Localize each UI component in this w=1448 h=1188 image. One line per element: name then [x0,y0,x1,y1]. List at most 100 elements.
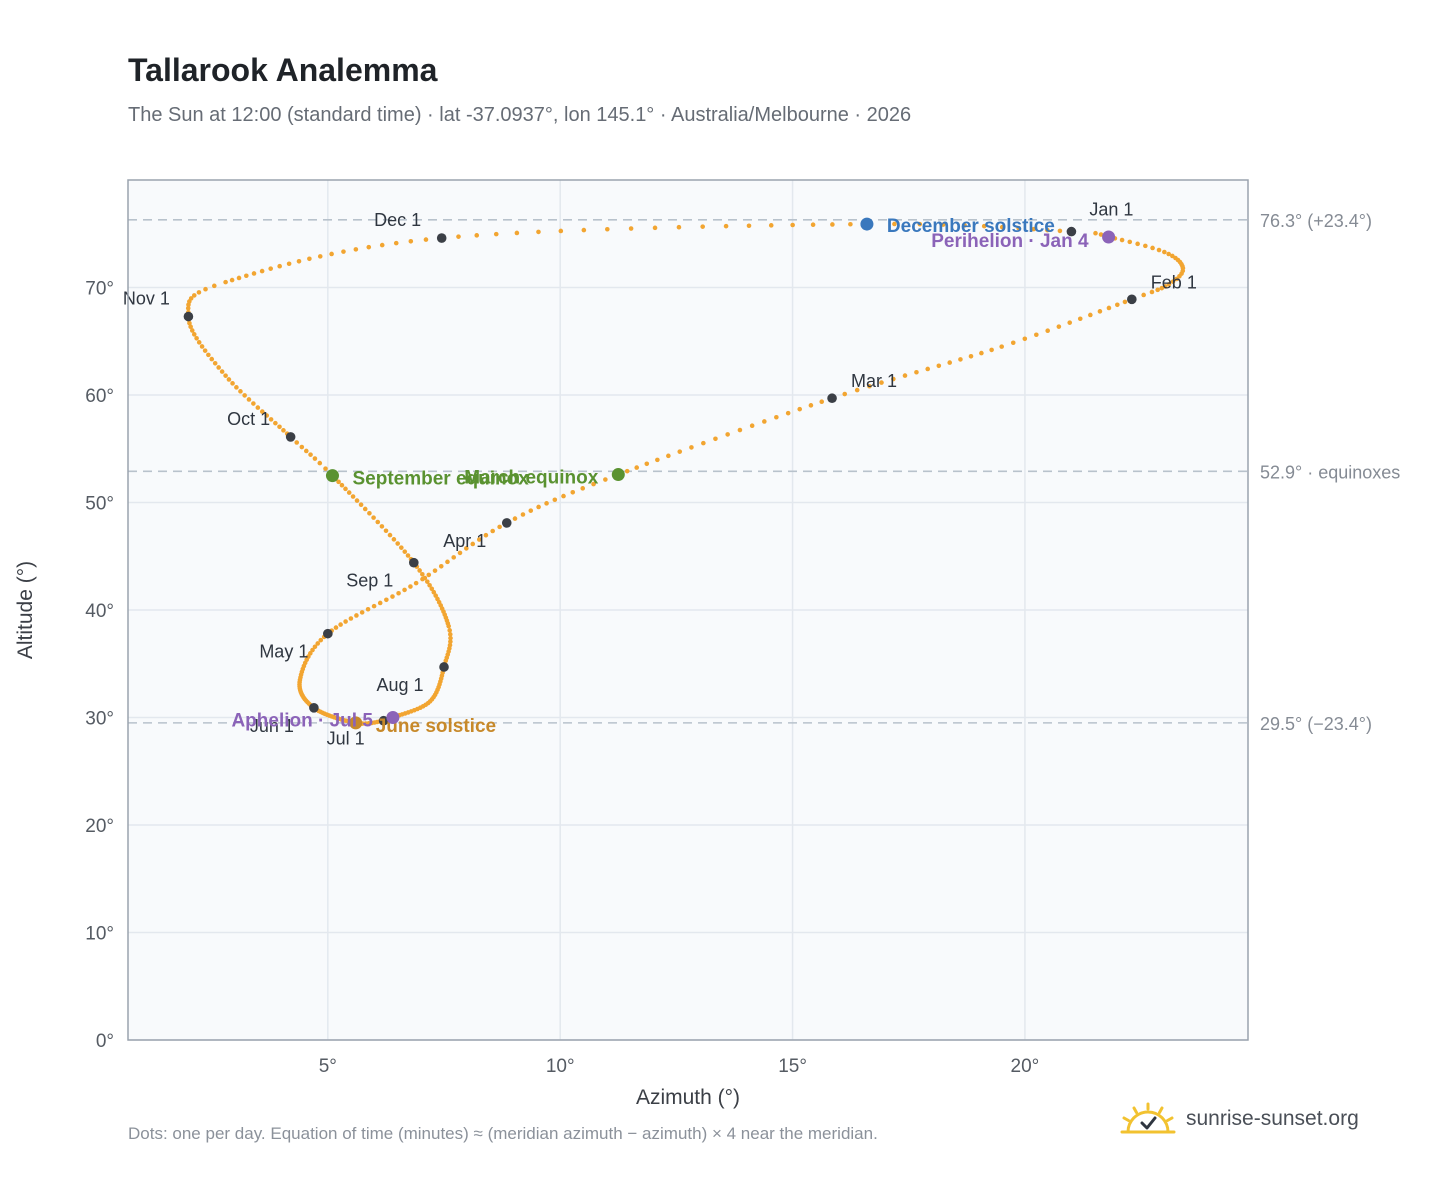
footnote: Dots: one per day. Equation of time (min… [128,1124,878,1143]
daily-sun-dot [395,541,400,546]
daily-sun-dot [830,222,835,227]
daily-sun-dot [188,296,194,301]
daily-sun-dot [1174,276,1179,282]
daily-sun-dot [383,528,389,534]
daily-sun-dot [246,397,252,402]
daily-sun-dot [259,268,265,274]
reference-lines: 76.3° (+23.4°) 52.9° · equinoxes 29.5° (−2… [128,211,1400,734]
daily-sun-dot [448,639,453,644]
daily-sun-dot [423,237,429,242]
daily-sun-dot [979,350,984,356]
daily-sun-dot [422,575,428,581]
daily-sun-dot [1143,243,1148,249]
daily-sun-dot [209,356,215,362]
daily-sun-dot [358,502,364,508]
daily-sun-dot [892,221,897,227]
daily-sun-dot [1159,285,1165,291]
daily-sun-dot [666,453,671,459]
daily-sun-dot [768,223,774,228]
daily-sun-dot [219,369,225,374]
daily-sun-dot [570,490,576,495]
daily-sun-dot [432,568,438,573]
month-marker [1127,294,1137,305]
daily-sun-dot [1115,302,1120,308]
daily-sun-dot [268,417,274,422]
daily-sun-dot [493,231,499,237]
daily-sun-dot [879,380,884,385]
daily-sun-dot [315,641,321,646]
daily-sun-dot [917,221,923,227]
daily-sun-dot [317,460,323,466]
daily-sun-dot [677,449,683,454]
month-marker [436,233,447,243]
event-marker [349,716,363,730]
daily-sun-dot [848,221,853,227]
daily-sun-dot [371,603,377,609]
daily-sun-dot [350,494,356,499]
month-marker-label: Mar 1 [851,371,897,391]
month-markers: Jan 1 Feb 1 Mar 1 Apr 1 May 1 Jun 1 Jul 1 Aug 1… [123,200,1197,749]
daily-sun-dot [379,524,385,529]
daily-sun-dot [628,226,634,231]
daily-sun-dot [429,586,435,592]
y-tick-label: 10° [85,924,114,945]
daily-sun-dot [296,258,302,264]
month-marker-label: Apr 1 [443,531,486,551]
daily-sun-dot [354,613,359,618]
daily-sun-dot [558,228,564,234]
y-axis-label: Altitude (°) [14,561,37,659]
daily-sun-dot [1149,289,1155,295]
daily-sun-dot [317,254,323,259]
daily-sun-dot [536,504,541,510]
daily-sun-dot [1067,320,1073,325]
sun-logo-icon [1120,1102,1176,1134]
daily-sun-dot [329,251,334,257]
daily-sun-dot [1045,328,1050,333]
daily-sun-dot [281,428,286,433]
daily-sun-dot [774,414,779,420]
y-tick-label: 20° [85,816,114,837]
chart-subtitle: The Sun at 12:00 (standard time) · lat -… [128,104,912,126]
daily-sun-dot [333,625,339,630]
plot-frame [127,179,1249,1041]
daily-sun-dot [1166,251,1171,257]
daily-sun-dot [1166,281,1172,287]
daily-sun-dot [457,550,463,556]
daily-sun-dot [354,498,360,503]
daily-sun-dot [362,506,368,512]
daily-sun-dot [393,240,399,246]
event-label: Perihelion · Jan 4 [931,231,1089,252]
daily-sun-dot [264,413,270,418]
brand-name[interactable]: sunrise-sunset.org [1186,1107,1359,1130]
daily-sun-dot [286,261,292,267]
daily-sun-dot [490,528,495,534]
daily-sun-dot [433,593,439,598]
brand[interactable]: sunrise-sunset.org [1120,1102,1359,1136]
month-marker-label: Jul 1 [327,729,365,749]
daily-sun-dot [353,247,359,252]
daily-sun-dot [194,335,199,341]
daily-sun-dot [402,587,407,593]
month-marker-label: Aug 1 [376,675,423,695]
daily-sun-dot [346,490,352,495]
daily-sun-dot [797,406,803,412]
daily-sun-dot [379,242,385,248]
daily-sun-dot [273,420,278,426]
daily-sun-dot [304,448,309,454]
daily-sun-dot [464,546,469,551]
daily-sun-dot [676,224,682,230]
daily-sun-dot [762,419,767,424]
daily-sun-dot [405,553,411,558]
daily-sun-dot [425,579,430,584]
daily-sun-dot [189,328,195,333]
month-marker-label: Jan 1 [1089,200,1133,220]
daily-sun-dot [810,222,816,228]
daily-sun-dot [655,457,660,463]
daily-sun-dot [581,227,587,233]
daily-sun-dot [299,444,305,450]
daily-sun-dot [700,224,705,229]
daily-sun-dot [202,348,208,353]
daily-sun-dot [402,549,408,554]
daily-sun-dot [1057,228,1063,234]
daily-sun-dot [1097,309,1103,314]
